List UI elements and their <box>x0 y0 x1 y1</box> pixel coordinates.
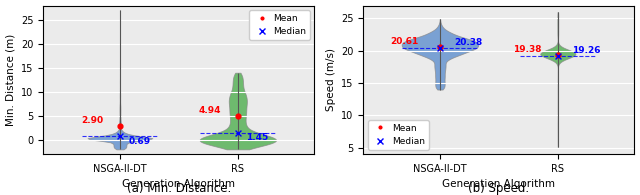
Text: (b) Speed.: (b) Speed. <box>468 182 529 195</box>
Point <box>435 45 445 48</box>
Text: 1.45: 1.45 <box>246 133 268 142</box>
Point <box>553 54 563 57</box>
Point <box>435 47 445 50</box>
Point <box>115 124 125 128</box>
Text: 19.38: 19.38 <box>513 45 541 54</box>
Legend: Mean, Median: Mean, Median <box>249 10 310 40</box>
Text: 4.94: 4.94 <box>199 106 221 115</box>
Text: 20.38: 20.38 <box>454 38 483 47</box>
Point <box>115 135 125 138</box>
Text: (a) Min. Distance.: (a) Min. Distance. <box>127 182 231 195</box>
Point <box>233 131 243 134</box>
Legend: Mean, Median: Mean, Median <box>368 120 429 150</box>
Text: 20.61: 20.61 <box>390 37 419 46</box>
X-axis label: Generation Algorithm: Generation Algorithm <box>122 179 236 190</box>
Text: 19.26: 19.26 <box>572 46 600 55</box>
X-axis label: Generation Algorithm: Generation Algorithm <box>442 179 556 190</box>
Text: 0.69: 0.69 <box>128 137 150 146</box>
Y-axis label: Speed (m/s): Speed (m/s) <box>326 48 335 111</box>
Y-axis label: Min. Distance (m): Min. Distance (m) <box>6 34 15 126</box>
Point <box>233 114 243 118</box>
Point <box>553 53 563 56</box>
Text: 2.90: 2.90 <box>81 116 103 125</box>
